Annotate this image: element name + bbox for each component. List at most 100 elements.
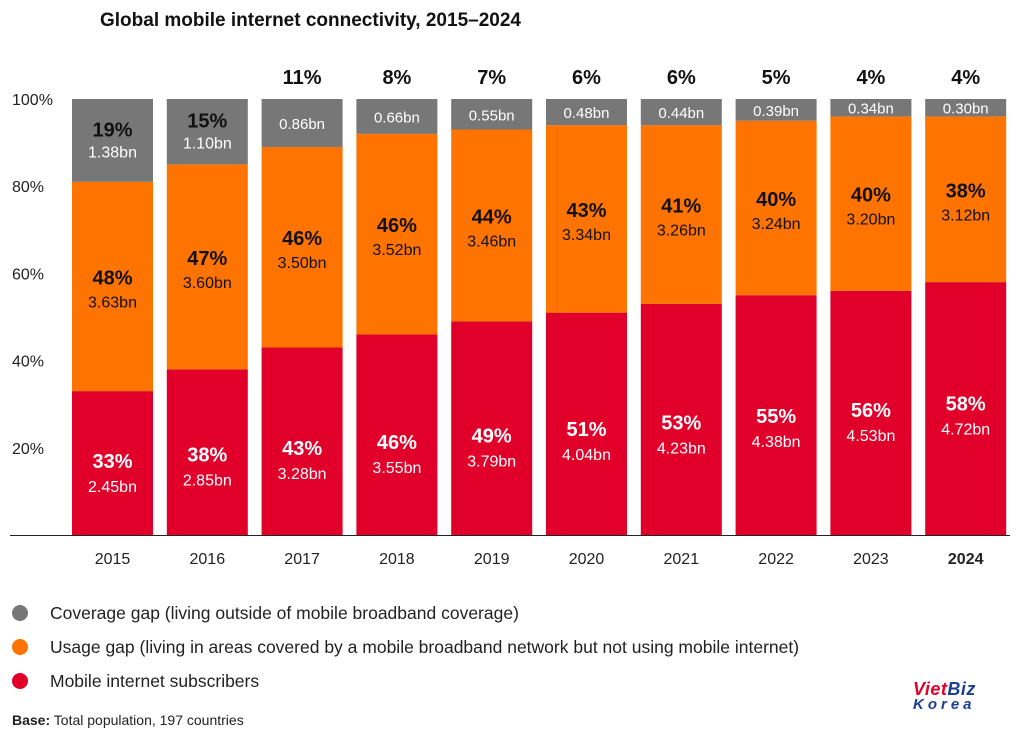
data-label-count-subscribers-2015: 2.45bn bbox=[88, 479, 137, 496]
legend-label-subscribers: Mobile internet subscribers bbox=[50, 670, 260, 691]
bar-subscribers-2020 bbox=[546, 312, 627, 535]
bar-usage-2023 bbox=[830, 116, 912, 291]
data-label-count-usage-2021: 3.26bn bbox=[657, 223, 706, 240]
data-label-count-coverage-2018: 0.66bn bbox=[374, 109, 420, 126]
bar-subscribers-2023 bbox=[830, 290, 912, 535]
bar-subscribers-2017 bbox=[261, 347, 343, 535]
legend-item-coverage: Coverage gap (living outside of mobile b… bbox=[12, 596, 799, 630]
logo-word-biz: Biz bbox=[947, 679, 976, 699]
data-label-count-subscribers-2016: 2.85bn bbox=[183, 473, 232, 490]
data-label-pct-usage-2016: 47% bbox=[187, 248, 227, 270]
legend-swatch-subscribers bbox=[12, 673, 28, 689]
data-label-pct-usage-2017: 46% bbox=[282, 228, 322, 250]
data-label-pct-coverage-2023: 4% bbox=[856, 67, 885, 89]
vietbiz-korea-logo: VietBiz Korea bbox=[913, 679, 976, 713]
bar-subscribers-2022 bbox=[735, 295, 817, 535]
data-label-count-coverage-2020: 0.48bn bbox=[564, 105, 610, 122]
bar-usage-2024 bbox=[925, 116, 1007, 283]
legend-label-coverage: Coverage gap (living outside of mobile b… bbox=[50, 602, 519, 623]
data-label-pct-coverage-2015: 19% bbox=[92, 119, 132, 141]
bar-coverage-2023 bbox=[830, 99, 912, 117]
data-label-pct-coverage-2024: 4% bbox=[951, 67, 980, 89]
data-label-pct-subscribers-2024: 58% bbox=[946, 393, 986, 415]
bar-subscribers-2024 bbox=[925, 282, 1007, 535]
data-label-count-subscribers-2023: 4.53bn bbox=[846, 428, 895, 445]
y-tick-label: 40% bbox=[12, 354, 44, 371]
x-tick-label: 2018 bbox=[379, 551, 415, 568]
data-label-count-coverage-2023: 0.34bn bbox=[848, 101, 894, 118]
data-label-count-coverage-2022: 0.39bn bbox=[753, 103, 799, 120]
data-label-count-usage-2022: 3.24bn bbox=[752, 216, 801, 233]
bar-coverage-2021 bbox=[640, 99, 722, 126]
x-tick-label: 2017 bbox=[284, 551, 320, 568]
bar-usage-2020 bbox=[546, 125, 627, 313]
y-tick-label: 20% bbox=[12, 441, 44, 458]
y-tick-label: 100% bbox=[12, 92, 53, 109]
logo-word-viet: Viet bbox=[913, 679, 948, 699]
legend-swatch-coverage bbox=[12, 605, 28, 621]
data-label-pct-subscribers-2018: 46% bbox=[377, 432, 417, 454]
data-label-pct-coverage-2020: 6% bbox=[572, 67, 601, 89]
y-tick-label: 80% bbox=[12, 179, 44, 196]
data-label-pct-subscribers-2016: 38% bbox=[187, 445, 227, 467]
x-tick-label: 2023 bbox=[853, 551, 889, 568]
data-label-pct-coverage-2016: 15% bbox=[187, 111, 227, 133]
data-label-pct-subscribers-2020: 51% bbox=[566, 419, 606, 441]
x-tick-label: 2019 bbox=[474, 551, 510, 568]
data-label-count-usage-2018: 3.52bn bbox=[372, 242, 421, 259]
data-label-count-usage-2016: 3.60bn bbox=[183, 275, 232, 292]
data-label-pct-subscribers-2022: 55% bbox=[756, 406, 796, 428]
bar-coverage-2022 bbox=[735, 99, 817, 121]
data-label-count-subscribers-2017: 3.28bn bbox=[278, 466, 327, 483]
data-label-count-subscribers-2024: 4.72bn bbox=[941, 421, 990, 438]
data-label-pct-subscribers-2015: 33% bbox=[92, 451, 132, 473]
data-label-count-subscribers-2020: 4.04bn bbox=[562, 447, 611, 464]
data-label-pct-coverage-2021: 6% bbox=[667, 67, 696, 89]
data-label-count-coverage-2017: 0.86bn bbox=[279, 116, 325, 133]
data-label-pct-usage-2020: 43% bbox=[566, 200, 606, 222]
legend-item-subscribers: Mobile internet subscribers bbox=[12, 664, 799, 698]
data-label-pct-usage-2022: 40% bbox=[756, 189, 796, 211]
bar-usage-2017 bbox=[261, 146, 343, 348]
bar-coverage-2016 bbox=[166, 99, 248, 165]
bar-coverage-2018 bbox=[356, 99, 438, 134]
data-label-count-usage-2024: 3.12bn bbox=[941, 207, 990, 224]
data-label-count-coverage-2021: 0.44bn bbox=[658, 105, 704, 122]
bar-coverage-2015 bbox=[72, 99, 153, 182]
bar-subscribers-2021 bbox=[640, 303, 722, 535]
bar-usage-2022 bbox=[735, 120, 817, 296]
data-label-count-subscribers-2018: 3.55bn bbox=[372, 460, 421, 477]
data-label-count-subscribers-2022: 4.38bn bbox=[752, 434, 801, 451]
data-label-count-usage-2023: 3.20bn bbox=[846, 212, 895, 229]
bar-subscribers-2015 bbox=[72, 391, 153, 535]
data-label-pct-coverage-2019: 7% bbox=[477, 67, 506, 89]
base-note: Base: Total population, 197 countries bbox=[12, 712, 244, 728]
data-label-count-coverage-2024: 0.30bn bbox=[943, 101, 989, 118]
data-label-pct-coverage-2022: 5% bbox=[762, 67, 791, 89]
bar-subscribers-2016 bbox=[166, 369, 248, 535]
x-tick-label: 2020 bbox=[569, 551, 605, 568]
data-label-pct-usage-2019: 44% bbox=[472, 206, 512, 228]
legend-item-usage: Usage gap (living in areas covered by a … bbox=[12, 630, 799, 664]
data-label-pct-subscribers-2019: 49% bbox=[472, 425, 512, 447]
bar-usage-2016 bbox=[166, 164, 248, 370]
data-label-pct-subscribers-2023: 56% bbox=[851, 400, 891, 422]
x-tick-label: 2022 bbox=[758, 551, 794, 568]
logo-word-korea: Korea bbox=[913, 696, 976, 713]
bar-usage-2015 bbox=[72, 181, 153, 392]
bar-coverage-2020 bbox=[546, 99, 627, 126]
data-label-count-subscribers-2019: 3.79bn bbox=[467, 453, 516, 470]
data-label-pct-usage-2024: 38% bbox=[946, 180, 986, 202]
data-label-pct-usage-2018: 46% bbox=[377, 215, 417, 237]
x-tick-label: 2024 bbox=[948, 551, 984, 568]
base-text: Total population, 197 countries bbox=[53, 712, 244, 728]
data-label-pct-coverage-2017: 11% bbox=[283, 67, 322, 89]
data-label-pct-subscribers-2017: 43% bbox=[282, 438, 322, 460]
data-label-count-usage-2020: 3.34bn bbox=[562, 227, 611, 244]
bar-usage-2021 bbox=[640, 125, 722, 304]
data-label-count-coverage-2019: 0.55bn bbox=[469, 107, 515, 124]
data-label-pct-usage-2015: 48% bbox=[92, 267, 132, 289]
data-label-count-coverage-2016: 1.10bn bbox=[183, 136, 232, 153]
data-label-pct-usage-2023: 40% bbox=[851, 185, 891, 207]
legend: Coverage gap (living outside of mobile b… bbox=[12, 596, 799, 698]
